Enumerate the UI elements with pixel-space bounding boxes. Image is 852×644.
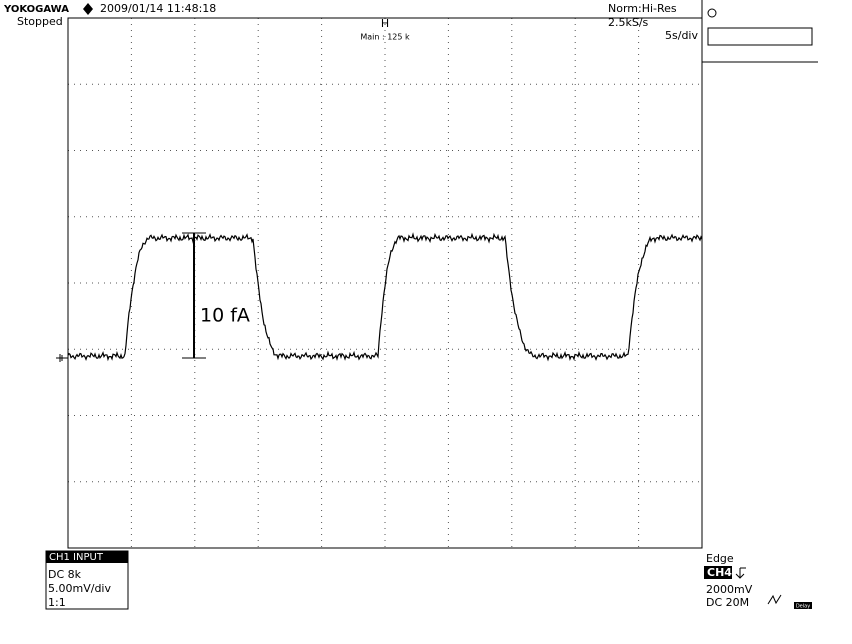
channel-line: DC 8k [48, 568, 82, 581]
input-box [707, 27, 813, 46]
trigger-source: CH4 [707, 566, 732, 579]
channel-line: 5.00mV/div [48, 582, 111, 595]
trigger-level: 2000mV [706, 583, 753, 596]
diamond [83, 3, 93, 15]
delay-badge [794, 602, 812, 609]
edge-icon [735, 567, 746, 579]
delay-label: Delay [796, 604, 810, 610]
sample-rate: 2.5kS/s [608, 16, 649, 29]
record-length: Main : 125 k [360, 33, 410, 42]
trigger-type: Edge [706, 552, 734, 565]
channel-box-header [46, 551, 128, 563]
mode: Norm:Hi-Res [608, 2, 677, 15]
trigger-source-badge [704, 566, 732, 579]
status: Stopped [17, 15, 63, 28]
brand: YOKOGAWA [3, 4, 69, 15]
waveform [67, 232, 703, 362]
trigger-pos: H [381, 17, 389, 30]
rotate-icon [707, 8, 717, 18]
measure-bar [182, 232, 206, 359]
channel-title: CH1 INPUT [49, 552, 104, 563]
ground-marker [56, 354, 68, 362]
timebase: 5s/div [665, 29, 698, 42]
timestamp: 2009/01/14 11:48:18 [100, 2, 216, 15]
measure-label: 10 fA [200, 305, 250, 327]
noise-icon [767, 594, 782, 605]
trigger-coupling: DC 20M [706, 596, 749, 609]
channel-line: 1:1 [48, 596, 66, 609]
